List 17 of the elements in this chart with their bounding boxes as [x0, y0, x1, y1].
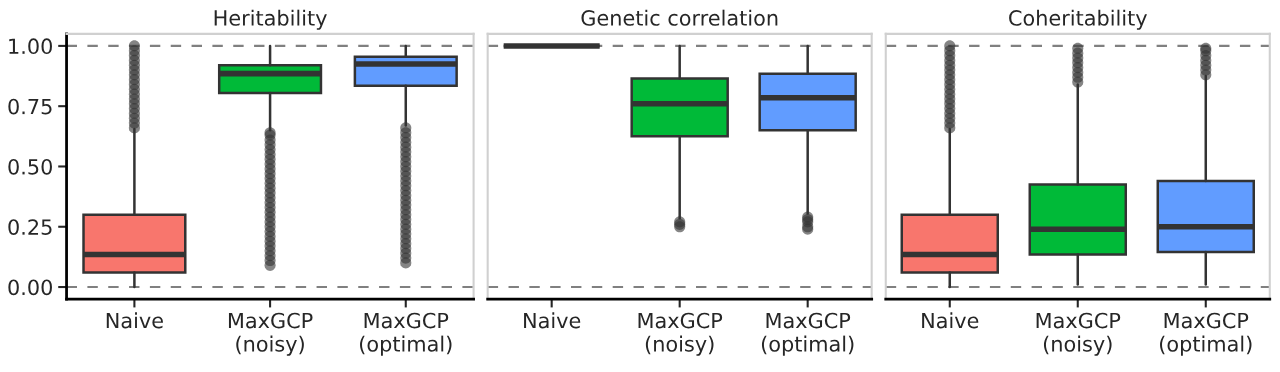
x-tick-label: Naive — [106, 312, 163, 329]
y-tick-label: 0.00 — [8, 279, 52, 296]
y-tick-label: 0.75 — [8, 98, 52, 115]
x-tick-label: MaxGCP (optimal) — [761, 312, 854, 356]
x-tick-label: MaxGCP (noisy) — [1036, 312, 1121, 356]
chart-title: Coheritability — [1009, 9, 1147, 30]
chart-title: Heritability — [214, 9, 327, 30]
x-tick-label: MaxGCP (noisy) — [638, 312, 723, 356]
y-tick-label: 0.25 — [8, 219, 52, 235]
chart-title: Genetic correlation — [581, 9, 778, 26]
x-tick-label: MaxGCP (noisy) — [228, 312, 313, 356]
x-tick-label: MaxGCP (optimal) — [1160, 312, 1252, 356]
x-tick-label: MaxGCP (optimal) — [360, 312, 452, 356]
x-tick-label: Naive — [524, 312, 581, 329]
x-tick-label: Naive — [922, 312, 979, 329]
y-tick-label: 1.00 — [9, 38, 52, 55]
y-tick-label: 0.50 — [8, 158, 52, 175]
